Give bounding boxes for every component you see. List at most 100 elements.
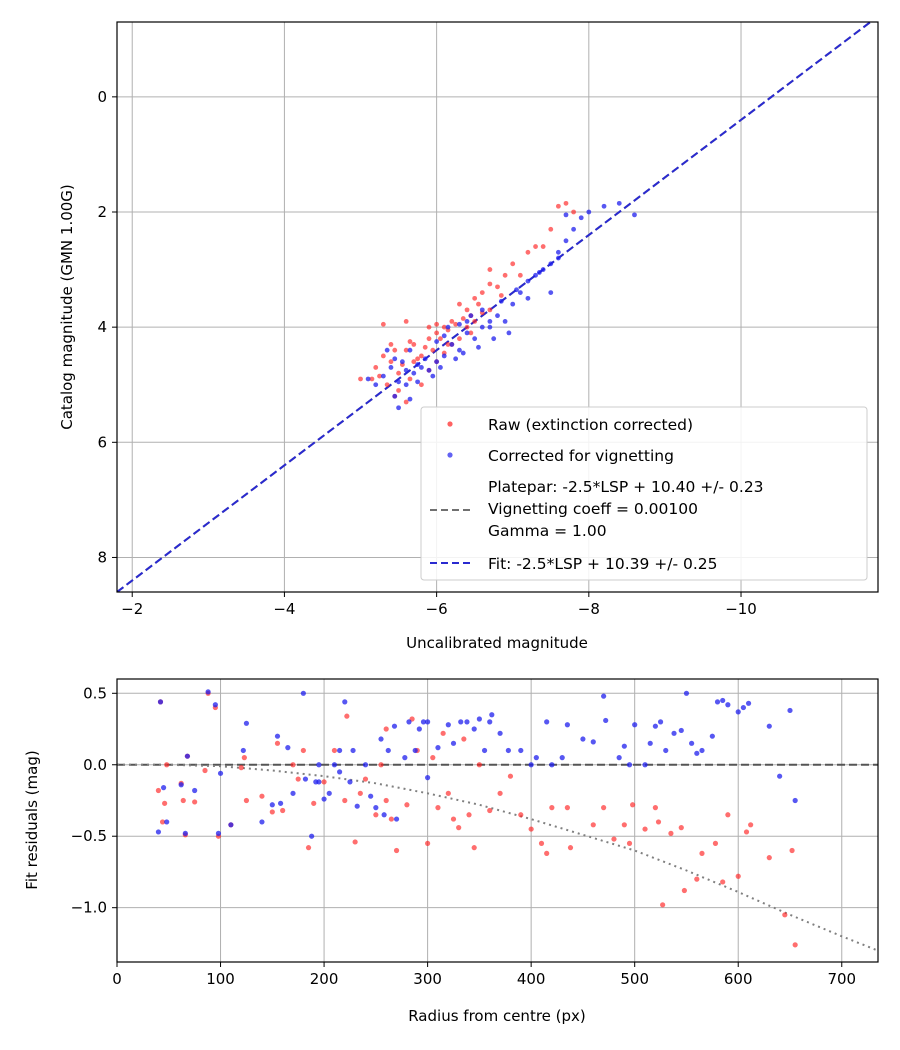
- corrected-data-point: [415, 379, 420, 385]
- raw-data-point: [383, 797, 389, 804]
- corrected-data-point: [571, 226, 576, 232]
- corrected-data-point: [580, 736, 586, 742]
- corrected-data-point: [506, 330, 512, 336]
- corrected-data-point: [403, 382, 409, 388]
- corrected-data-point: [438, 365, 443, 370]
- corrected-data-point: [331, 762, 338, 768]
- raw-data-point: [487, 267, 493, 272]
- raw-data-point: [441, 324, 447, 330]
- corrected-data-point: [464, 318, 470, 324]
- corrected-data-point: [777, 773, 783, 779]
- raw-data-point: [425, 840, 431, 846]
- corrected-data-point: [388, 365, 394, 370]
- corrected-data-point: [657, 719, 664, 725]
- corrected-data-point: [616, 200, 622, 206]
- corrected-data-point: [426, 367, 432, 373]
- corrected-data-point: [514, 287, 519, 293]
- raw-data-point: [789, 847, 795, 854]
- corrected-data-point: [533, 272, 538, 278]
- x-tick-label: 300: [413, 970, 442, 988]
- corrected-data-point: [540, 267, 546, 272]
- raw-data-point: [668, 830, 674, 836]
- corrected-data-point: [632, 722, 638, 728]
- raw-data-point: [487, 807, 493, 814]
- raw-data-point: [403, 399, 409, 405]
- raw-data-point: [321, 779, 327, 785]
- corrected-data-point: [472, 336, 478, 342]
- corrected-data-point: [368, 793, 374, 799]
- raw-data-point: [464, 324, 470, 330]
- raw-data-point: [435, 805, 441, 811]
- raw-data-point: [699, 850, 705, 856]
- corrected-data-point: [505, 747, 511, 754]
- corrected-data-point: [434, 339, 440, 344]
- raw-data-point: [378, 762, 384, 768]
- corrected-data-point: [720, 697, 726, 704]
- corrected-data-point: [205, 689, 211, 695]
- corrected-data-point: [694, 750, 700, 756]
- raw-data-point: [449, 318, 455, 324]
- legend-platepar-line2: Vignetting coeff = 0.00100: [488, 500, 698, 518]
- raw-data-point: [471, 845, 477, 851]
- x-tick-label: −6: [426, 600, 448, 618]
- raw-data-point: [748, 822, 754, 828]
- corrected-data-point: [517, 290, 523, 296]
- corrected-data-point: [435, 745, 441, 751]
- corrected-data-point: [709, 733, 715, 739]
- corrected-data-point: [215, 830, 222, 836]
- x-tick-label: −10: [725, 600, 757, 618]
- raw-data-point: [461, 736, 467, 742]
- raw-data-point: [274, 740, 281, 746]
- raw-data-point: [159, 819, 166, 825]
- corrected-data-point: [590, 739, 596, 745]
- corrected-data-point: [407, 347, 413, 353]
- corrected-data-point: [735, 709, 741, 715]
- y-tick-label: 2: [97, 203, 107, 221]
- legend-raw-label: Raw (extinction corrected): [488, 416, 693, 434]
- corrected-data-point: [479, 307, 485, 313]
- x-tick-label: 500: [620, 970, 649, 988]
- raw-data-point: [457, 336, 462, 342]
- legend-corrected-label: Corrected for vignetting: [488, 447, 674, 465]
- raw-data-point: [411, 342, 417, 347]
- corrected-data-point: [471, 726, 477, 732]
- corrected-data-point: [406, 719, 412, 725]
- corrected-data-point: [678, 727, 684, 734]
- raw-data-point: [533, 244, 538, 249]
- raw-data-point: [540, 244, 546, 249]
- raw-data-point: [280, 807, 286, 814]
- raw-data-point: [434, 330, 440, 336]
- raw-data-point: [403, 318, 409, 324]
- raw-data-point: [373, 812, 379, 818]
- raw-data-point: [380, 353, 386, 359]
- raw-data-point: [567, 845, 574, 851]
- corrected-data-point: [160, 785, 167, 791]
- corrected-data-point: [277, 800, 284, 806]
- corrected-data-point: [164, 819, 170, 825]
- raw-data-point: [393, 847, 400, 854]
- corrected-data-point: [745, 700, 752, 706]
- corrected-data-point: [766, 723, 772, 729]
- raw-data-point: [681, 887, 687, 894]
- corrected-data-point: [155, 829, 162, 835]
- y-tick-label: 0: [97, 88, 107, 106]
- corrected-data-point: [326, 790, 332, 796]
- x-tick-label: 700: [827, 970, 856, 988]
- raw-data-point: [498, 293, 504, 298]
- y-tick-label: 4: [97, 318, 107, 336]
- legend-raw-marker: [447, 421, 453, 427]
- corrected-data-point: [243, 720, 250, 726]
- x-tick-label: 400: [517, 970, 546, 988]
- y-tick-label: 6: [97, 433, 107, 451]
- corrected-data-point: [228, 822, 234, 828]
- raw-data-point: [528, 826, 534, 832]
- corrected-data-point: [487, 318, 493, 324]
- corrected-data-point: [453, 356, 459, 362]
- raw-data-point: [525, 249, 531, 255]
- corrected-data-point: [601, 203, 607, 209]
- bottom-points: [155, 689, 798, 948]
- corrected-data-point: [528, 762, 534, 768]
- corrected-data-point: [642, 762, 648, 768]
- corrected-data-point: [392, 356, 398, 362]
- raw-data-point: [782, 912, 788, 918]
